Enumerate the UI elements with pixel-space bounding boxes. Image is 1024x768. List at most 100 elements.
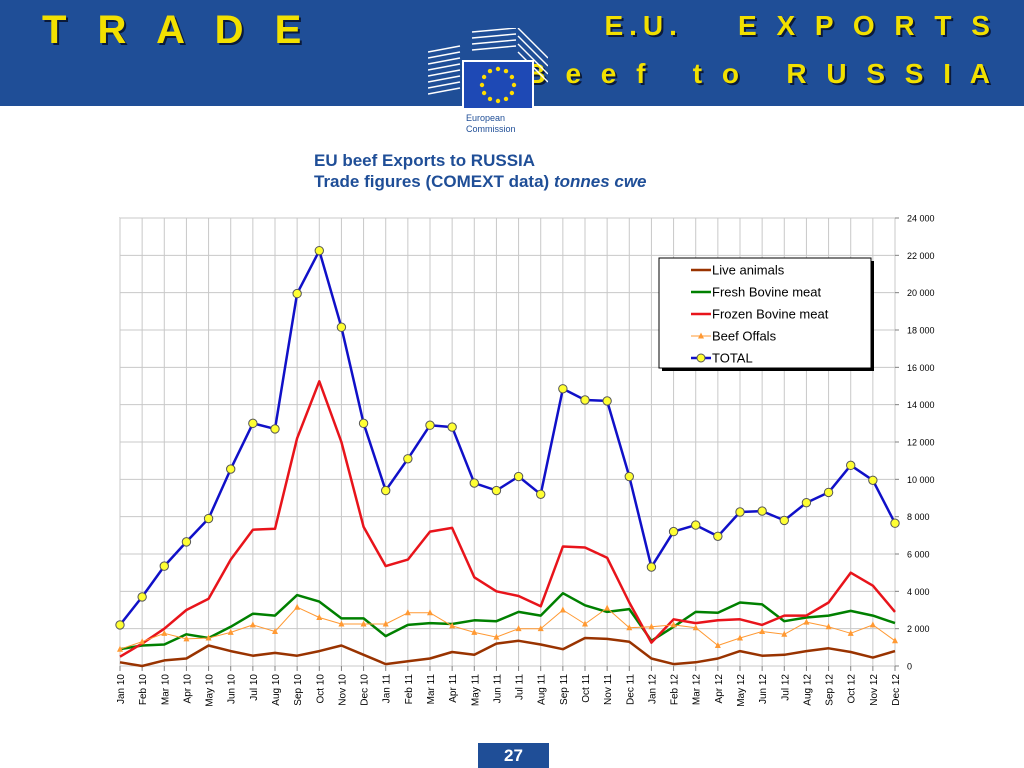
eu-exports-title: E.U. E X P O R T S — [604, 10, 996, 41]
data-point-beef-offals — [471, 628, 478, 635]
data-point-beef-offals — [338, 620, 345, 627]
data-point-beef-offals — [183, 635, 190, 642]
data-point-beef-offals — [427, 609, 433, 616]
data-point-beef-offals — [737, 634, 743, 641]
y-tick-label: 22 000 — [907, 251, 935, 261]
data-point-total — [757, 506, 767, 516]
y-tick-label: 8 000 — [907, 512, 930, 522]
y-tick-label: 2 000 — [907, 624, 930, 634]
x-tick-label: Dec 10 — [360, 674, 371, 706]
y-tick-label: 20 000 — [907, 288, 935, 298]
legend-marker-beef-offals — [698, 332, 704, 339]
data-point-total — [358, 418, 369, 429]
data-point-beef-offals — [360, 620, 367, 627]
x-tick-label: Nov 12 — [869, 674, 880, 706]
chart-title-line2-text: Trade figures (COMEXT data) — [314, 172, 554, 191]
data-point-beef-offals — [559, 606, 566, 613]
data-point-total — [203, 513, 214, 524]
x-tick-label: Jun 12 — [758, 674, 769, 704]
data-point-total — [447, 422, 457, 432]
x-tick-label: Sep 12 — [825, 674, 836, 706]
x-tick-label: Aug 10 — [271, 674, 282, 706]
data-point-total — [292, 288, 302, 299]
x-tick-label: Oct 10 — [315, 674, 326, 704]
x-tick-label: Apr 12 — [714, 674, 725, 704]
data-point-beef-offals — [161, 629, 168, 636]
data-point-beef-offals — [515, 625, 522, 632]
flag-star-icon — [511, 82, 517, 88]
data-point-beef-offals — [803, 618, 810, 625]
data-point-beef-offals — [869, 621, 876, 628]
logo-text-line2: Commission — [466, 124, 516, 134]
y-tick-label: 6 000 — [907, 550, 930, 560]
y-tick-label: 0 — [907, 662, 912, 672]
data-point-beef-offals — [139, 638, 146, 645]
data-point-beef-offals — [626, 624, 633, 631]
european-commission-logo: European Commission — [428, 28, 548, 142]
x-tick-label: Jun 10 — [227, 674, 238, 704]
x-tick-label: Feb 10 — [138, 674, 149, 706]
legend-marker-total — [696, 353, 706, 363]
x-tick-label: Apr 11 — [448, 674, 459, 703]
y-tick-label: 18 000 — [907, 326, 935, 336]
flag-star-icon — [487, 68, 493, 74]
series-live-animals — [119, 636, 896, 668]
data-point-total — [403, 454, 413, 464]
data-point-total — [226, 464, 236, 474]
y-tick-label: 16 000 — [907, 363, 935, 373]
data-point-total — [691, 520, 701, 530]
data-point-beef-offals — [205, 634, 212, 641]
data-point-total — [425, 420, 435, 430]
data-point-beef-offals — [227, 628, 234, 635]
x-tick-label: Nov 10 — [337, 674, 348, 706]
data-point-total — [890, 518, 900, 528]
flag-star-icon — [509, 74, 515, 80]
series-line-beef-offals — [119, 606, 896, 650]
x-tick-label: Mar 12 — [692, 674, 703, 706]
data-point-total — [270, 424, 280, 434]
x-tick-label: Sep 10 — [293, 674, 304, 706]
x-tick-label: Oct 12 — [847, 674, 858, 704]
data-point-beef-offals — [404, 609, 411, 616]
data-point-total — [735, 507, 745, 517]
x-tick-label: Aug 12 — [802, 674, 813, 706]
data-point-total — [469, 478, 479, 488]
data-point-beef-offals — [449, 622, 456, 629]
flag-star-icon — [481, 90, 487, 96]
data-point-total — [314, 245, 324, 256]
series-total — [115, 245, 900, 630]
flag-star-icon — [495, 66, 501, 72]
data-point-beef-offals — [847, 629, 854, 636]
data-point-beef-offals — [249, 621, 256, 628]
data-point-total — [801, 497, 812, 508]
data-point-total — [248, 418, 258, 429]
flag-star-icon — [509, 90, 515, 96]
flag-star-icon — [487, 96, 493, 102]
series-beef-offals — [117, 603, 898, 652]
data-point-beef-offals — [117, 645, 123, 652]
flag-star-icon — [503, 96, 509, 102]
data-point-total — [713, 531, 723, 541]
chart-unit-label: tonnes cwe — [553, 172, 647, 191]
series-line-fresh-bovine-meat — [119, 591, 896, 651]
chart-title-line1: EU beef Exports to RUSSIA — [314, 151, 536, 170]
data-point-beef-offals — [582, 620, 588, 627]
data-point-total — [580, 395, 590, 405]
y-tick-label: 12 000 — [907, 438, 935, 448]
y-tick-label: 24 000 — [907, 214, 935, 224]
data-point-total — [513, 471, 524, 482]
page-number-badge: 27 — [478, 743, 549, 768]
y-tick-label: 14 000 — [907, 400, 935, 410]
flag-star-icon — [503, 68, 509, 74]
data-point-beef-offals — [493, 633, 500, 640]
data-point-beef-offals — [294, 603, 301, 610]
trade-title: T R A D E — [42, 8, 312, 52]
x-tick-label: Jul 10 — [249, 674, 260, 701]
series-line-frozen-bovine-meat — [119, 380, 896, 658]
data-point-total — [159, 561, 169, 571]
data-point-beef-offals — [825, 623, 832, 630]
data-point-total — [536, 489, 546, 499]
x-tick-label: Nov 11 — [603, 674, 614, 705]
data-point-total — [602, 396, 612, 406]
data-point-total — [336, 322, 347, 332]
